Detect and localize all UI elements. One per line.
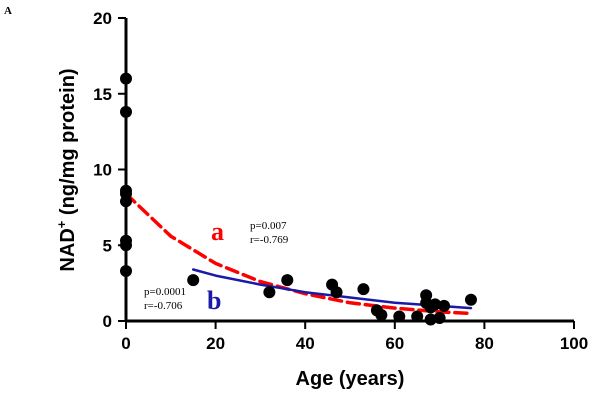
y-axis-title-sup: + [54,220,69,228]
data-point [263,286,276,299]
panel-label: A [4,5,12,17]
y-tick-label: 10 [93,161,112,180]
x-tick-label: 60 [385,334,404,353]
data-point [464,293,477,306]
y-tick-label: 20 [93,9,112,28]
curve-label-a: a [211,217,224,246]
data-points [120,72,477,326]
y-ticks: 0 5 10 15 20 [93,9,126,331]
annotation-b: b p=0.0001 r=-0.706 [144,286,221,315]
x-tick-label: 100 [560,334,588,353]
data-point [375,308,388,321]
x-tick-label: 20 [206,334,225,353]
y-axis-title-rest: (ng/mg protein) [57,68,79,220]
data-point [330,286,343,299]
x-tick-label: 40 [296,334,315,353]
data-point [438,299,451,312]
x-tick-label: 0 [121,334,130,353]
data-point [424,313,437,326]
y-axis-title: NAD+ (ng/mg protein) [54,68,79,271]
data-point [411,310,424,323]
data-point [187,274,200,287]
data-point [433,311,446,324]
y-tick-label: 15 [93,85,112,104]
stat-p-a: p=0.007 [250,220,287,232]
stat-p-b: p=0.0001 [144,286,186,298]
data-point [393,310,406,323]
x-ticks: 0 20 40 60 80 100 [121,321,588,353]
data-point [120,105,132,118]
data-point [120,265,132,278]
fit-curve-a [124,191,473,316]
curve-label-b: b [207,286,221,315]
y-tick-label: 5 [103,236,112,255]
data-point [281,274,294,287]
data-point [357,283,370,296]
x-axis-title: Age (years) [296,368,405,390]
stat-r-b: r=-0.706 [144,300,183,312]
y-tick-label: 0 [103,312,112,331]
data-point [429,298,442,311]
y-axis-title-main: NAD [57,228,79,271]
data-point [120,239,132,252]
stat-r-a: r=-0.769 [250,234,289,246]
annotation-a: a p=0.007 r=-0.769 [211,217,289,246]
x-tick-label: 80 [475,334,494,353]
data-point [120,72,132,85]
data-point [120,195,132,208]
